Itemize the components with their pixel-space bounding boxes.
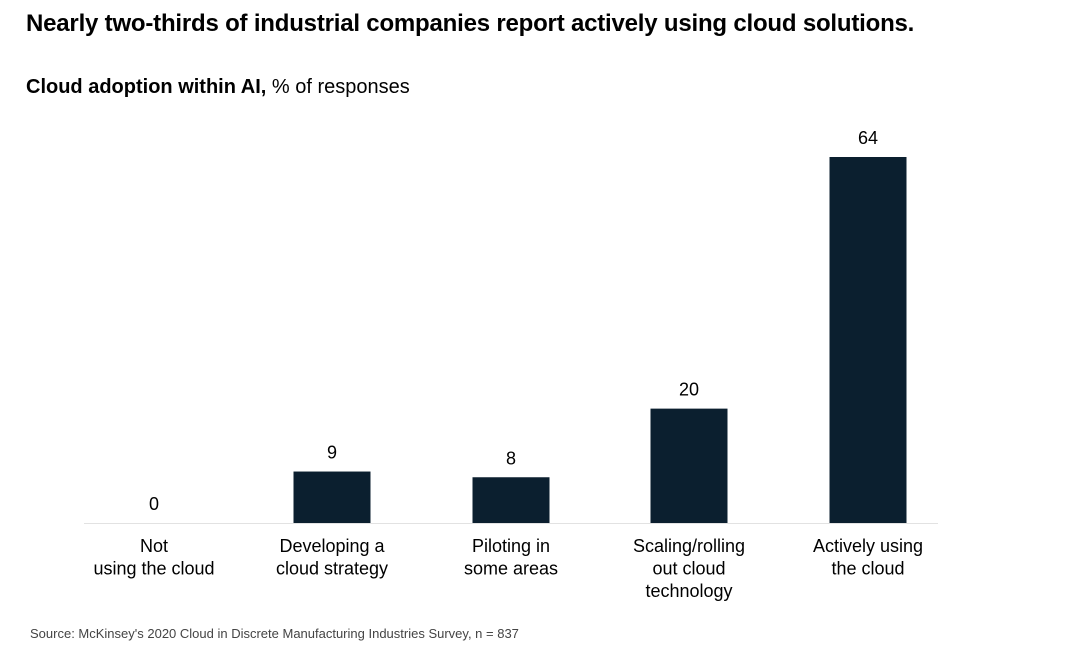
data-label-1: 9 — [327, 443, 337, 463]
bar-4 — [829, 157, 907, 523]
category-label-line: cloud strategy — [276, 559, 388, 579]
data-label-2: 8 — [506, 448, 516, 468]
bar-3 — [650, 408, 728, 523]
data-label-4: 64 — [858, 128, 878, 148]
category-label-line: some areas — [464, 559, 558, 579]
category-label-4: Actively using the cloud — [813, 536, 923, 579]
category-label-1: Developing a cloud strategy — [276, 536, 388, 579]
data-label-0: 0 — [149, 494, 159, 514]
category-label-line: Not — [140, 536, 168, 556]
source-note: Source: McKinsey's 2020 Cloud in Discret… — [30, 626, 519, 641]
bar-2 — [472, 477, 550, 523]
category-label-line: technology — [645, 581, 732, 601]
bar-1 — [293, 471, 371, 523]
category-label-line: the cloud — [831, 559, 904, 579]
category-label-line: Scaling/rolling — [633, 536, 745, 556]
bar-chart: 0 Not using the cloud 9 Developing a cloud st… — [84, 128, 938, 601]
category-label-line: out cloud — [652, 559, 725, 579]
category-label-line: using the cloud — [93, 559, 214, 579]
category-label-line: Actively using — [813, 536, 923, 556]
category-label-0: Not using the cloud — [93, 536, 214, 579]
chart-title: Nearly two-thirds of industrial companie… — [26, 10, 915, 37]
subtitle-bold: Cloud adoption within AI, — [26, 76, 267, 98]
category-label-3: Scaling/rolling out cloud technology — [633, 536, 745, 601]
data-label-3: 20 — [679, 380, 699, 400]
subtitle-unit: % of responses — [271, 76, 410, 98]
category-label-line: Piloting in — [472, 536, 550, 556]
category-label-line: Developing a — [279, 536, 385, 556]
chart-subtitle: Cloud adoption within AI, % of responses — [26, 76, 410, 99]
category-label-2: Piloting in some areas — [464, 536, 558, 579]
